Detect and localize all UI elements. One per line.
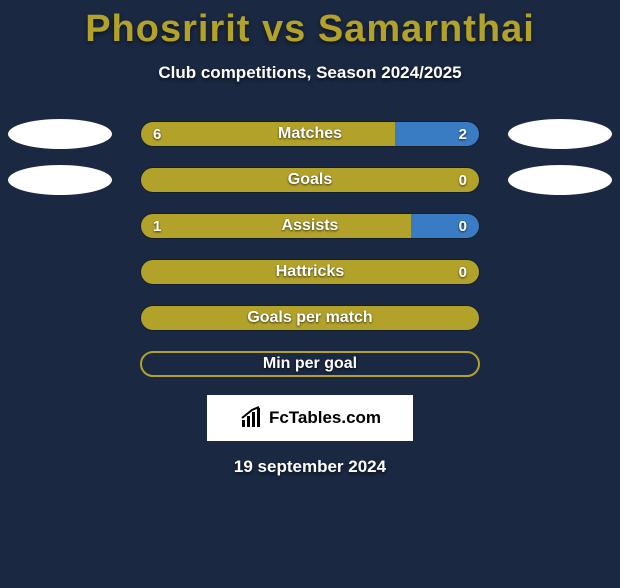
date-text: 19 september 2024 xyxy=(0,457,620,477)
stat-bar: Hattricks0 xyxy=(140,259,480,285)
stat-value-left: 6 xyxy=(153,126,161,143)
stat-row: Goals0 xyxy=(0,167,620,193)
stat-label: Goals per match xyxy=(141,309,479,327)
stat-bar: Assists1 0 xyxy=(140,213,480,239)
stat-label: Min per goal xyxy=(142,355,478,373)
logo-text: FcTables.com xyxy=(269,408,381,428)
chart-icon xyxy=(239,406,263,430)
stat-label: Hattricks xyxy=(141,263,479,281)
stat-bar: Goals0 xyxy=(140,167,480,193)
stats-rows: Matches62Goals0Assists10Hattricks0Goals … xyxy=(0,121,620,377)
stat-row: Matches6 2 xyxy=(0,121,620,147)
subtitle: Club competitions, Season 2024/2025 xyxy=(0,63,620,83)
stat-label: Assists xyxy=(141,217,479,235)
stat-value-right: 0 xyxy=(459,218,467,235)
player-right-ellipse xyxy=(508,165,612,195)
stat-row: Assists1 0 xyxy=(0,213,620,239)
player-right-ellipse xyxy=(508,119,612,149)
stat-row: Goals per match xyxy=(0,305,620,331)
stat-value-right: 2 xyxy=(459,126,467,143)
stat-bar: Matches6 2 xyxy=(140,121,480,147)
stat-value-right: 0 xyxy=(459,172,467,189)
stat-bar: Goals per match xyxy=(140,305,480,331)
stat-row: Hattricks0 xyxy=(0,259,620,285)
stat-value-right: 0 xyxy=(459,264,467,281)
stat-label: Goals xyxy=(141,171,479,189)
stat-label: Matches xyxy=(141,125,479,143)
stat-row: Min per goal xyxy=(0,351,620,377)
page-title: Phosririt vs Samarnthai xyxy=(0,8,620,51)
logo-box: FcTables.com xyxy=(207,395,413,441)
stat-value-left: 1 xyxy=(153,218,161,235)
player-left-ellipse xyxy=(8,119,112,149)
player-left-ellipse xyxy=(8,165,112,195)
stat-bar: Min per goal xyxy=(140,351,480,377)
